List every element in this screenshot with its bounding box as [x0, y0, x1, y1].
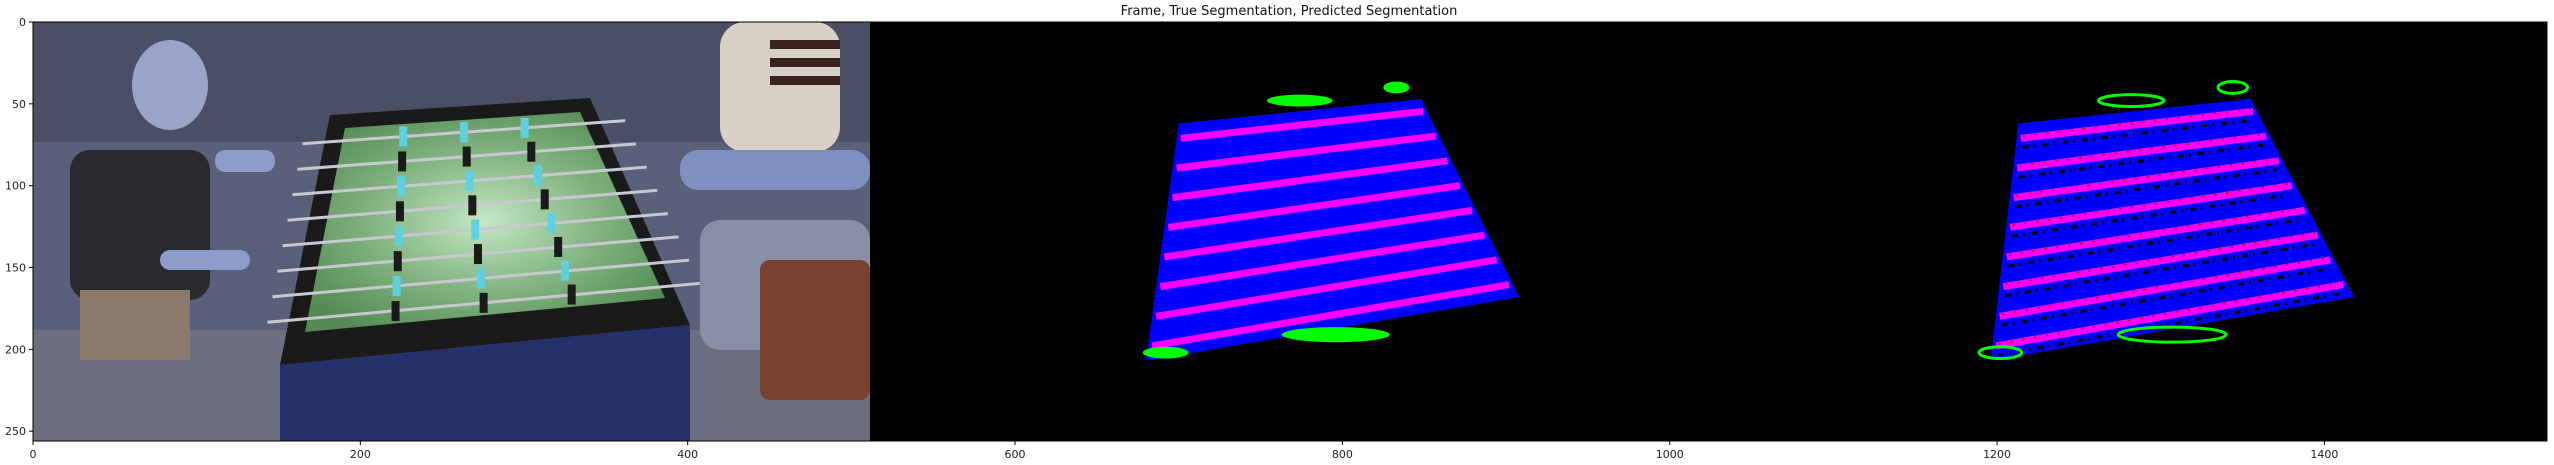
player-figure — [392, 276, 401, 297]
x-axis: 0 200 400 600 800 1000 1200 1400 — [30, 441, 2338, 461]
rod-segment — [1163, 206, 1473, 261]
prediction-noise — [2018, 133, 2265, 167]
player-figure — [527, 141, 536, 162]
rod-segment — [1167, 182, 1461, 231]
prediction-noise — [2004, 242, 2316, 298]
rod-segment — [1180, 107, 1424, 142]
x-tick-label: 200 — [350, 448, 371, 461]
player-figure — [560, 260, 569, 281]
rod-segment — [1159, 231, 1486, 291]
prediction-noise — [2022, 108, 2252, 138]
player-figure — [476, 268, 485, 289]
y-tick-label: 250 — [5, 425, 26, 438]
prediction-noise — [2022, 118, 2252, 149]
rod-segment — [1999, 256, 2332, 320]
player-blob — [1383, 81, 1410, 94]
player-figure — [393, 251, 402, 272]
frame-rods — [267, 117, 700, 324]
y-tick-label: 150 — [5, 262, 26, 275]
player-figure — [394, 226, 403, 247]
axes-frame — [32, 21, 2548, 442]
rod-segment — [1176, 132, 1436, 172]
player-figure — [520, 117, 529, 138]
y-tick-label: 0 — [19, 16, 26, 29]
x-tick-label: 0 — [30, 448, 37, 461]
player-blob — [1142, 346, 1189, 359]
rod-segment — [2020, 107, 2254, 142]
x-tick-label: 1200 — [1983, 448, 2011, 461]
player-blob — [2216, 80, 2249, 95]
player-figure — [534, 165, 543, 186]
y-axis: 0 50 100 150 200 250 — [5, 16, 33, 438]
chart-title: Frame, True Segmentation, Predicted Segm… — [1121, 4, 1458, 19]
y-tick-label: 200 — [5, 343, 26, 356]
player-figure — [465, 170, 474, 191]
prediction-noise — [2005, 232, 2316, 286]
prediction-noise — [2001, 256, 2329, 316]
player-figure — [399, 126, 408, 147]
prediction-noise — [2015, 168, 2278, 209]
player-figure — [473, 244, 482, 265]
true-segmentation-panel — [1142, 81, 1520, 361]
rod-segment — [1172, 157, 1449, 202]
player-figure — [391, 301, 400, 322]
x-tick-label: 1000 — [1656, 448, 1684, 461]
player-figure — [540, 189, 549, 210]
predicted-segmentation-panel — [1977, 80, 2354, 361]
prediction-noise — [2018, 143, 2265, 179]
rod-segment — [1155, 256, 1498, 320]
player-figure — [398, 151, 407, 172]
player-figure — [462, 146, 471, 167]
player-figure — [395, 201, 404, 222]
player-figure — [471, 219, 480, 240]
rod-segment — [2009, 182, 2293, 231]
player-figure — [468, 195, 477, 216]
player-figure — [567, 284, 576, 305]
x-tick-label: 600 — [1005, 448, 1026, 461]
player-blob — [2116, 325, 2228, 344]
prediction-noise — [2011, 193, 2291, 238]
prediction-noise — [2001, 267, 2329, 327]
rod-segment — [2016, 132, 2267, 172]
rod-segment — [2002, 231, 2319, 291]
y-tick-label: 50 — [12, 98, 26, 111]
player-figure — [547, 213, 556, 234]
x-tick-label: 1400 — [2310, 448, 2338, 461]
prediction-noise — [1998, 281, 2342, 345]
rod-segment — [2013, 157, 2280, 202]
player-blob — [1267, 94, 1333, 107]
rod-segment — [1995, 281, 2345, 350]
player-figure — [459, 122, 468, 143]
x-tick-label: 800 — [1332, 448, 1353, 461]
player-figure — [479, 292, 488, 313]
player-blob — [1977, 345, 2024, 361]
player-blob — [2097, 93, 2166, 108]
prediction-noise — [2008, 207, 2303, 256]
player-figure — [397, 176, 406, 197]
rod-segment — [1151, 281, 1510, 350]
frame-panel — [33, 22, 870, 441]
y-tick-label: 100 — [5, 180, 26, 193]
player-blob — [1281, 327, 1390, 343]
x-tick-label: 400 — [677, 448, 698, 461]
player-figure — [554, 236, 563, 257]
rod-segment — [2006, 206, 2306, 261]
